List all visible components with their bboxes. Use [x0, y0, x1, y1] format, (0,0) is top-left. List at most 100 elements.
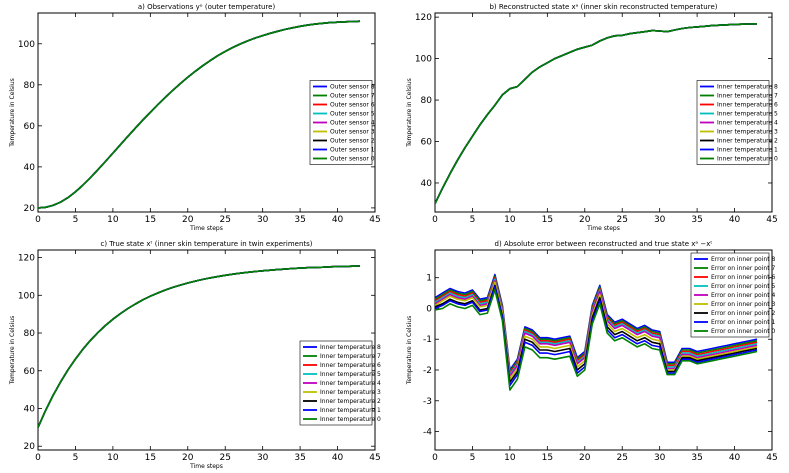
y-tick-label: 80 — [421, 96, 433, 106]
legend-entry: Inner temperature 1 — [717, 147, 778, 154]
x-tick-label: 0 — [432, 215, 438, 225]
x-axis-label: Time steps — [189, 463, 223, 470]
chart-title: d) Absolute error between reconstructed … — [495, 240, 713, 248]
y-tick-label: 100 — [415, 55, 432, 65]
legend-entry: Inner temperature 0 — [717, 156, 778, 163]
legend-entry: Outer sensor 3 — [330, 129, 375, 136]
x-tick-label: 30 — [257, 453, 269, 463]
x-tick-label: 20 — [579, 215, 591, 225]
x-tick-label: 20 — [182, 453, 194, 463]
x-tick-label: 0 — [35, 453, 41, 463]
y-axis-label: Temperature in Celsius — [406, 316, 413, 386]
legend-entry: Inner temperature 2 — [320, 398, 381, 405]
legend-entry: Outer sensor 1 — [330, 147, 375, 154]
y-axis-label: Temperature in Celsius — [9, 78, 16, 148]
panel-d: d) Absolute error between reconstructed … — [406, 240, 778, 463]
x-tick-label: 40 — [332, 215, 344, 225]
legend-entry: Inner temperature 7 — [320, 353, 381, 360]
x-tick-label: 10 — [504, 215, 516, 225]
legend: Inner temperature 8 Inner temperature 7 In… — [696, 80, 778, 165]
x-tick-label: 10 — [107, 453, 119, 463]
x-tick-label: 5 — [73, 215, 79, 225]
legend-entry: Error on inner point 2 — [711, 310, 775, 317]
y-tick-label: 0 — [426, 304, 432, 314]
x-tick-label: 45 — [369, 215, 380, 225]
series-group — [38, 20, 361, 209]
x-tick-label: 0 — [35, 215, 41, 225]
x-tick-label: 10 — [504, 453, 516, 463]
series-line-7 — [435, 286, 758, 387]
legend-entry: Outer sensor 2 — [330, 138, 375, 145]
legend: Error on inner point 8 Error on inner poi… — [690, 252, 775, 338]
legend-entry: Inner temperature 3 — [717, 129, 778, 136]
y-tick-label: -3 — [423, 397, 432, 407]
y-tick-label: 120 — [18, 254, 35, 264]
legend-entry: Error on inner point 8 — [711, 256, 775, 263]
panel-b: b) Reconstructed state xᵃ (inner skin re… — [406, 3, 778, 232]
series-group — [435, 23, 758, 205]
y-tick-label: -1 — [423, 335, 432, 345]
y-tick-label: 40 — [421, 179, 433, 189]
x-tick-label: 30 — [654, 215, 666, 225]
legend: Inner temperature 8 Inner temperature 7 In… — [299, 340, 381, 426]
series-group — [435, 273, 758, 391]
y-tick-label: 20 — [24, 442, 36, 452]
y-tick-label: 100 — [18, 291, 35, 301]
y-axis-label: Temperature in Celsius — [9, 316, 16, 386]
series-line-8 — [435, 289, 758, 391]
legend-entry: Outer sensor 0 — [330, 156, 375, 163]
legend-entry: Inner temperature 6 — [320, 362, 381, 369]
legend-entry: Inner temperature 5 — [717, 111, 778, 118]
y-axis-label: Temperature in Celsius — [406, 78, 413, 148]
legend-entry: Inner temperature 3 — [320, 389, 381, 396]
legend-entry: Error on inner point 0 — [711, 328, 775, 335]
y-tick-label: 120 — [415, 13, 432, 23]
y-tick-label: 20 — [24, 204, 36, 214]
legend-entry: Inner temperature 1 — [320, 407, 381, 414]
series-line-8 — [38, 265, 361, 428]
legend: Outer sensor 8 Outer sensor 7 Outer sensor… — [309, 80, 375, 165]
y-tick-label: 80 — [24, 81, 36, 91]
x-tick-label: 45 — [766, 453, 777, 463]
legend-entry: Inner temperature 7 — [717, 93, 778, 100]
y-tick-label: 80 — [24, 329, 36, 339]
x-tick-label: 25 — [616, 215, 627, 225]
chart-title: a) Observations yᵒ (outer temperature) — [138, 3, 276, 11]
series-group — [38, 265, 361, 428]
x-tick-label: 35 — [691, 453, 702, 463]
legend-entry: Error on inner point 6 — [711, 274, 775, 281]
legend-entry: Inner temperature 0 — [320, 416, 381, 423]
x-tick-label: 40 — [729, 453, 741, 463]
legend-entry: Inner temperature 5 — [320, 371, 381, 378]
legend-entry: Inner temperature 6 — [717, 102, 778, 109]
legend-entry: Inner temperature 4 — [717, 120, 778, 127]
x-tick-label: 15 — [145, 215, 156, 225]
chart-title: b) Reconstructed state xᵃ (inner skin re… — [489, 3, 717, 11]
legend-entry: Error on inner point 4 — [711, 292, 775, 299]
x-tick-label: 35 — [294, 215, 305, 225]
x-tick-label: 30 — [654, 453, 666, 463]
y-tick-label: 60 — [421, 138, 433, 148]
x-tick-label: 25 — [219, 453, 230, 463]
legend-entry: Inner temperature 4 — [320, 380, 381, 387]
series-line-8 — [38, 20, 361, 209]
y-tick-label: 1 — [426, 274, 432, 284]
legend-entry: Outer sensor 6 — [330, 102, 375, 109]
x-tick-label: 20 — [182, 215, 194, 225]
legend-entry: Error on inner point 5 — [711, 283, 775, 290]
legend-entry: Outer sensor 8 — [330, 84, 375, 91]
legend-entry: Error on inner point 7 — [711, 265, 775, 272]
x-tick-label: 45 — [369, 453, 380, 463]
x-tick-label: 40 — [729, 215, 741, 225]
chart-title: c) True state xᵗ (inner skin temperature… — [100, 240, 312, 248]
x-tick-label: 35 — [294, 453, 305, 463]
x-tick-label: 15 — [542, 453, 553, 463]
x-axis-label: Time steps — [586, 225, 620, 232]
x-tick-label: 30 — [257, 215, 269, 225]
y-tick-label: 60 — [24, 367, 36, 377]
legend-entry: Outer sensor 5 — [330, 111, 375, 118]
x-tick-label: 20 — [579, 453, 591, 463]
x-tick-label: 25 — [219, 215, 230, 225]
legend-entry: Error on inner point 1 — [711, 319, 775, 326]
